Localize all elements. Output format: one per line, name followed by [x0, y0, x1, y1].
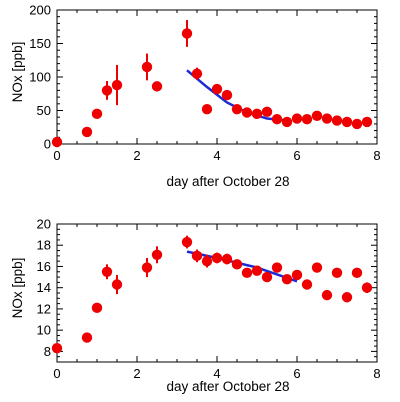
panel-1-data-point — [111, 79, 123, 91]
panel-2-data-point — [301, 279, 313, 290]
panel-2-data-point — [311, 262, 323, 273]
panel-2-data-point — [191, 250, 203, 262]
panel-1-data-point — [261, 106, 273, 118]
panel-2-data-point — [231, 259, 243, 270]
panel-2-data-point — [111, 279, 123, 290]
panel-2-ytick-label: 14 — [37, 280, 51, 295]
panel-1-ytick-label: 150 — [29, 36, 51, 51]
panel-2-marks: 0 2 4 6 8 8 10 12 14 16 18 20 — [37, 217, 381, 382]
panel-1-data-point — [301, 114, 313, 125]
panel-1-data-point — [101, 85, 113, 96]
panel-1-xtick-label: 6 — [293, 148, 300, 163]
panel-1-data-point — [271, 114, 283, 125]
panel-2-ytick-label: 12 — [37, 301, 51, 316]
panel-2-xtick-label: 2 — [133, 366, 140, 381]
panel-1: 0 2 4 6 8 0 50 100 150 200 day after October 28 N… — [10, 3, 381, 190]
panel-2-data-point — [251, 265, 263, 276]
panel-1-ytick-label: 0 — [44, 137, 51, 152]
panel-1-data-point — [81, 126, 93, 138]
panel-2-data-point — [361, 282, 373, 293]
panel-2-ytick-label: 16 — [37, 259, 51, 274]
panel-1-frame — [56, 9, 378, 145]
panel-1-xtick-label: 2 — [133, 148, 140, 163]
panel-2-data-point — [91, 302, 103, 314]
panel-1-data-point — [221, 89, 233, 101]
panel-1-data-point — [291, 113, 303, 124]
panel-2-data-point — [331, 267, 343, 279]
panel-1-ytick-label: 200 — [29, 3, 51, 18]
panel-2-ytick-label: 10 — [37, 323, 51, 338]
panel-1-data-point — [361, 116, 373, 128]
panel-2-ytick-label: 18 — [37, 238, 51, 253]
panel-1-data-point — [341, 116, 353, 128]
panel-2-data-point — [221, 253, 233, 265]
panel-1-marks: 0 2 4 6 8 0 50 100 150 200 — [29, 3, 380, 164]
panel-2-ytick-label: 20 — [37, 217, 51, 232]
panel-1-data-point — [51, 136, 63, 148]
panel-2-data-point — [291, 269, 303, 281]
panel-2-data-point — [261, 271, 273, 283]
panel-2-data-point — [211, 252, 223, 264]
panel-1-ytick-label: 50 — [37, 103, 51, 118]
panel-1-xtick-label: 4 — [213, 148, 220, 163]
panel-1-data-point — [351, 118, 363, 130]
panel-2-data-point — [51, 343, 63, 354]
panel-2-data-point — [101, 266, 113, 277]
panel-2-data-point — [321, 289, 333, 301]
panel-1-data-point — [321, 113, 333, 124]
panel-1-ylabel: NOx [ppb] — [10, 42, 25, 103]
panel-2-xlabel: day after October 28 — [166, 379, 289, 394]
panel-2-data-point — [281, 274, 293, 285]
panel-1-data-point — [331, 115, 343, 126]
panel-1-data-point — [251, 108, 263, 120]
panel-1-data-point — [311, 110, 323, 122]
panel-1-data-point — [181, 28, 193, 39]
panel-1-xtick-label: 0 — [53, 148, 60, 163]
panel-2-data-point — [271, 262, 283, 273]
panel-2-xtick-label: 4 — [213, 366, 220, 381]
panel-2-data-point — [341, 292, 353, 303]
panel-2-data-point — [141, 262, 153, 273]
panel-1-data-point — [151, 81, 163, 92]
panel-1-data-point — [281, 116, 293, 128]
panel-1-xtick-label: 8 — [373, 148, 380, 163]
panel-1-data-point — [241, 107, 253, 118]
panel-2-data-point — [351, 267, 363, 279]
panel-2-data-point — [81, 332, 93, 343]
panel-1-data-point — [201, 103, 213, 115]
panel-2-data-point — [201, 255, 213, 267]
panel-2-xtick-label: 8 — [373, 366, 380, 381]
panel-2-ylabel: NOx [ppb] — [10, 258, 25, 319]
panel-2-xtick-label: 6 — [293, 366, 300, 381]
panel-1-data-point — [211, 83, 223, 95]
panel-2-data-point — [151, 249, 163, 260]
panel-2-data-point — [241, 267, 253, 279]
panel-1-xlabel: day after October 28 — [166, 174, 289, 189]
panel-2-ytick-label: 8 — [44, 344, 51, 359]
panel-2-xtick-label: 0 — [53, 366, 60, 381]
panel-1-ytick-label: 100 — [29, 70, 51, 85]
panel-1-data-point — [141, 61, 153, 73]
panel-1-data-point — [231, 103, 243, 115]
panel-2-data-point — [181, 236, 193, 248]
panel-1-data-point — [91, 108, 103, 120]
panel-1-data-point — [191, 68, 203, 79]
